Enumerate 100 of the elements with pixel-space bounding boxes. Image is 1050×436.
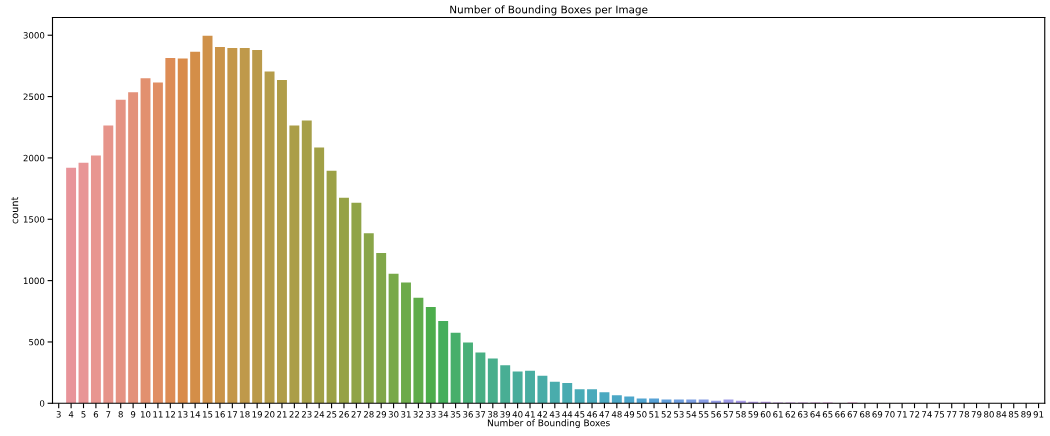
x-tick-label: 56 [711, 411, 721, 418]
x-tick-label: 85 [1008, 411, 1019, 418]
bar [78, 162, 89, 404]
bar [475, 352, 486, 404]
x-tick-label: 43 [549, 411, 560, 418]
x-tick-label: 65 [822, 411, 833, 418]
bar [128, 92, 139, 404]
bar [190, 51, 201, 404]
bar [413, 297, 424, 404]
x-tick-label: 38 [487, 411, 498, 418]
bar [525, 370, 535, 404]
bar [177, 58, 188, 404]
x-tick-label: 20 [264, 411, 275, 418]
bar [487, 358, 498, 404]
x-tick-label: 71 [897, 411, 907, 418]
x-tick-label: 49 [624, 411, 635, 418]
bar [574, 389, 585, 404]
bar [649, 398, 660, 404]
x-tick-label: 40 [512, 411, 523, 418]
x-tick-label: 41 [524, 411, 535, 418]
x-tick-label: 21 [277, 411, 287, 418]
bar [165, 57, 176, 404]
x-tick-label: 45 [574, 411, 585, 418]
x-tick-label: 28 [363, 411, 374, 418]
x-tick-label: 7 [106, 411, 111, 418]
x-tick-label: 63 [798, 411, 808, 418]
bar [339, 197, 349, 404]
x-tick-label: 89 [1021, 411, 1032, 418]
bar [425, 306, 436, 404]
x-tick-label: 74 [922, 411, 932, 418]
x-axis-title: Number of Bounding Boxes [487, 419, 610, 429]
bar [599, 392, 610, 404]
x-tick-label: 55 [698, 411, 709, 418]
x-tick-label: 51 [649, 411, 659, 418]
x-tick-label: 52 [661, 411, 672, 418]
x-tick-label: 60 [760, 411, 771, 418]
y-tick-label: 3000 [23, 32, 45, 39]
x-tick-label: 6 [93, 411, 99, 418]
x-tick-label: 54 [686, 411, 697, 418]
bar [500, 365, 511, 404]
x-tick-label: 39 [500, 411, 511, 418]
x-tick-label: 68 [860, 411, 870, 418]
bar [301, 120, 312, 404]
x-tick-label: 16 [215, 411, 225, 418]
x-tick-label: 31 [401, 411, 411, 418]
bar [227, 48, 238, 404]
x-tick-label: 44 [562, 411, 573, 418]
x-tick-label: 84 [996, 411, 1007, 418]
x-tick-label: 77 [946, 411, 957, 418]
x-tick-label: 59 [748, 411, 759, 418]
bar [314, 147, 325, 404]
x-tick-label: 48 [611, 411, 622, 418]
x-tick-label: 32 [413, 411, 424, 418]
x-tick-label: 22 [289, 411, 299, 418]
bar [90, 155, 101, 404]
bar [351, 202, 362, 404]
x-tick-label: 61 [773, 411, 783, 418]
x-tick-label: 33 [425, 411, 436, 418]
x-tick-label: 11 [153, 411, 163, 418]
x-tick-label: 24 [314, 411, 325, 418]
bar [289, 125, 300, 404]
x-tick-label: 18 [240, 411, 250, 418]
x-tick-label: 13 [178, 411, 188, 418]
x-tick-label: 35 [450, 411, 461, 418]
x-tick-label: 91 [1033, 411, 1044, 418]
y-tick-label: 1000 [23, 277, 45, 284]
x-tick-label: 26 [339, 411, 349, 418]
x-tick-label: 30 [388, 411, 399, 418]
bar [624, 396, 635, 404]
x-tick-label: 3 [56, 411, 61, 418]
bar [239, 48, 250, 404]
x-tick-label: 29 [376, 411, 387, 418]
bar [115, 99, 126, 404]
bar [512, 371, 523, 404]
x-tick-label: 50 [636, 411, 647, 418]
bar [376, 253, 387, 404]
x-tick-label: 78 [959, 411, 970, 418]
x-tick-label: 34 [438, 411, 449, 418]
x-tick-label: 14 [190, 411, 201, 418]
x-tick-label: 69 [872, 411, 883, 418]
y-axis-title: count [11, 196, 19, 224]
x-tick-label: 5 [81, 411, 86, 418]
bar [401, 282, 411, 404]
bar [587, 389, 597, 404]
x-tick-label: 42 [537, 411, 548, 418]
bar [326, 170, 337, 404]
x-tick-label: 79 [971, 411, 982, 418]
x-tick-label: 36 [463, 411, 473, 418]
x-tick-label: 64 [810, 411, 821, 418]
x-tick-label: 15 [203, 411, 213, 418]
x-tick-label: 70 [884, 411, 895, 418]
x-tick-label: 75 [934, 411, 945, 418]
x-tick-label: 53 [674, 411, 684, 418]
x-tick-label: 27 [351, 411, 362, 418]
bar [537, 375, 548, 404]
x-tick-label: 19 [252, 411, 263, 418]
x-tick-label: 4 [68, 411, 74, 418]
bar [438, 321, 449, 404]
y-tick-label: 2500 [23, 93, 45, 100]
bar [611, 395, 622, 404]
